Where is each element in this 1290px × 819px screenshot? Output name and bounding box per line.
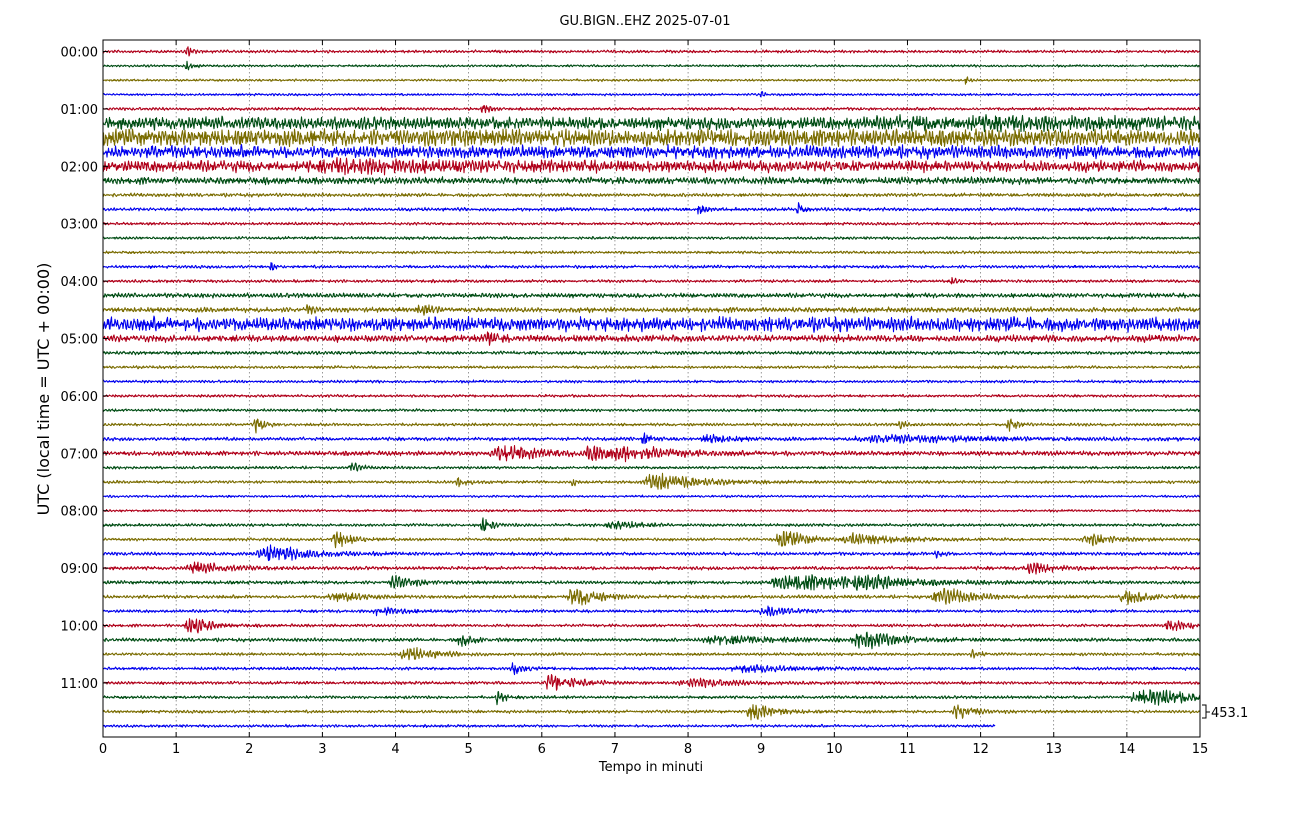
- trace-line-27: [102, 432, 1201, 445]
- y-tick-label: 07:00: [61, 447, 98, 462]
- y-tick-label: 10:00: [61, 620, 98, 635]
- trace-line-0: [102, 46, 1201, 57]
- x-tick-label: 7: [611, 742, 619, 757]
- x-tick-label: 0: [99, 742, 107, 757]
- y-tick-label: 00:00: [61, 46, 98, 61]
- trace-line-13: [102, 235, 1201, 241]
- trace-line-2: [102, 76, 1201, 85]
- trace-line-39: [102, 605, 1201, 617]
- y-tick-label: 02:00: [61, 160, 98, 175]
- x-tick-label: 4: [391, 742, 399, 757]
- plot-frame: [102, 39, 1201, 738]
- seismic-traces: [102, 46, 1201, 729]
- x-tick-label: 2: [245, 742, 253, 757]
- x-tick-label: 5: [465, 742, 473, 757]
- y-axis-ticks: 00:00 01:00 02:00 03:00 04:00 05:00 06:00 07:00…: [61, 46, 108, 692]
- x-tick-label: 13: [1045, 742, 1062, 757]
- trace-line-12: [102, 221, 1201, 226]
- trace-line-45: [102, 689, 1201, 706]
- trace-line-6: [102, 128, 1201, 148]
- x-tick-label: 3: [318, 742, 326, 757]
- trace-line-23: [102, 379, 1201, 384]
- trace-line-35: [102, 544, 1201, 562]
- y-tick-label: 03:00: [61, 218, 98, 233]
- x-tick-label: 8: [684, 742, 692, 757]
- trace-line-47: [102, 723, 996, 729]
- x-tick-label: 15: [1192, 742, 1209, 757]
- y-tick-label: 06:00: [61, 390, 98, 405]
- x-tick-label: 12: [972, 742, 989, 757]
- trace-line-3: [102, 91, 1201, 98]
- y-tick-label: 05:00: [61, 333, 98, 348]
- trace-line-28: [102, 445, 1201, 463]
- trace-line-17: [102, 292, 1201, 299]
- trace-line-44: [102, 674, 1201, 691]
- trace-line-33: [102, 517, 1201, 532]
- trace-line-37: [102, 574, 1201, 591]
- trace-line-22: [102, 365, 1201, 370]
- trace-line-9: [102, 176, 1201, 186]
- trace-line-30: [102, 472, 1201, 490]
- trace-line-15: [102, 262, 1201, 271]
- trace-line-32: [102, 508, 1201, 513]
- trace-line-40: [102, 618, 1201, 634]
- x-tick-label: 6: [538, 742, 546, 757]
- trace-line-1: [102, 60, 1201, 71]
- trace-line-7: [102, 143, 1201, 160]
- x-tick-label: 11: [899, 742, 916, 757]
- trace-line-19: [102, 315, 1201, 333]
- y-tick-label: 01:00: [61, 103, 98, 118]
- y-tick-label: 04:00: [61, 275, 98, 290]
- trace-line-16: [102, 277, 1201, 285]
- y-tick-label: 09:00: [61, 562, 98, 577]
- y-tick-label: 08:00: [61, 505, 98, 520]
- chart-title: GU.BIGN..EHZ 2025-07-01: [559, 14, 730, 29]
- trace-line-42: [102, 647, 1201, 661]
- trace-line-20: [102, 331, 1201, 346]
- trace-line-5: [102, 114, 1201, 133]
- trace-line-4: [102, 104, 1201, 114]
- trace-line-8: [102, 156, 1201, 176]
- x-tick-label: 14: [1119, 742, 1136, 757]
- x-tick-label: 10: [826, 742, 843, 757]
- trace-line-34: [102, 531, 1201, 549]
- x-axis-ticks: 0 1 2 3 4 5 6 7 8 9 10 11 12 13 14 15: [99, 40, 1208, 757]
- trace-line-41: [102, 631, 1201, 650]
- y-tick-label: 11:00: [61, 677, 98, 692]
- trace-line-21: [102, 350, 1201, 356]
- trace-line-29: [102, 462, 1201, 472]
- trace-line-10: [102, 192, 1201, 198]
- scale-value: 453.1: [1211, 706, 1248, 721]
- y-axis-label: UTC (local time = UTC + 00:00): [34, 263, 53, 516]
- trace-line-31: [102, 494, 1201, 499]
- trace-line-24: [102, 393, 1201, 399]
- trace-line-18: [102, 304, 1201, 316]
- x-axis-label: Tempo in minuti: [598, 760, 703, 775]
- trace-line-14: [102, 250, 1201, 255]
- trace-line-43: [102, 662, 1201, 676]
- trace-line-38: [102, 587, 1201, 606]
- x-tick-label: 1: [172, 742, 180, 757]
- trace-line-26: [102, 418, 1201, 434]
- x-tick-label: 9: [757, 742, 765, 757]
- trace-line-36: [102, 561, 1201, 575]
- trace-line-11: [102, 202, 1201, 215]
- trace-line-25: [102, 408, 1201, 413]
- scale-bar: 453.1: [1202, 704, 1248, 721]
- trace-line-46: [102, 704, 1201, 721]
